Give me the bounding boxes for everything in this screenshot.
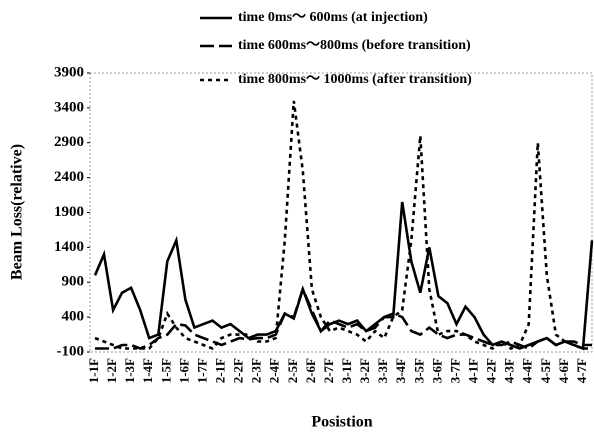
y-tick-label: 1400 — [54, 239, 84, 255]
series-line — [95, 285, 592, 350]
x-tick-label: 2-2F — [231, 358, 246, 383]
x-tick-label: 3-7F — [447, 358, 462, 383]
x-axis-label: Posistion — [311, 414, 372, 431]
x-tick-label: 1-7F — [194, 358, 209, 383]
y-tick-label: 3900 — [54, 64, 84, 80]
x-tick-label: 1-1F — [86, 358, 101, 383]
legend-label: time 0ms～ 600ms (at injection) — [238, 10, 428, 25]
x-tick-label: 3-3F — [375, 358, 390, 383]
x-tick-label: 2-3F — [249, 358, 264, 383]
x-tick-label: 4-7F — [574, 358, 589, 383]
y-tick-label: 3400 — [54, 99, 84, 115]
plot-frame — [89, 72, 593, 353]
x-tick-label: 4-3F — [502, 358, 517, 383]
x-tick-label: 3-6F — [429, 358, 444, 383]
legend-label: time 800ms～ 1000ms (after transition) — [238, 72, 472, 87]
y-axis-label: Beam Loss(relative) — [9, 144, 26, 280]
y-tick-label: 2900 — [54, 134, 84, 150]
y-tick-label: 400 — [62, 309, 85, 325]
x-tick-label: 1-2F — [104, 358, 119, 383]
x-tick-label: 3-2F — [357, 358, 372, 383]
x-tick-label: 1-3F — [122, 358, 137, 383]
x-tick-label: 2-4F — [267, 358, 282, 383]
x-tick-label: 1-4F — [140, 358, 155, 383]
x-tick-label: 1-5F — [158, 358, 173, 383]
x-tick-label: 3-1F — [339, 358, 354, 383]
series-line — [94, 100, 592, 351]
x-tick-label: 4-4F — [520, 358, 535, 383]
x-tick-label: 2-1F — [212, 358, 227, 383]
x-tick-label: 2-6F — [303, 358, 318, 383]
y-tick-label: -100 — [57, 343, 85, 359]
x-tick-label: 1-6F — [176, 358, 191, 383]
x-tick-label: 4-6F — [556, 358, 571, 383]
x-tick-label: 2-5F — [285, 358, 300, 383]
x-tick-label: 4-2F — [484, 358, 499, 383]
x-tick-label: 3-4F — [393, 358, 408, 383]
y-tick-label: 1900 — [54, 204, 84, 220]
x-tick-label: 4-5F — [538, 358, 553, 383]
legend-label: time 600ms～800ms (before transition) — [238, 38, 471, 53]
x-tick-label: 3-5F — [411, 358, 426, 383]
x-tick-label: 2-7F — [321, 358, 336, 383]
x-tick-label: 4-1F — [466, 358, 481, 383]
y-tick-label: 2400 — [54, 169, 84, 185]
series-line — [93, 201, 594, 351]
y-tick-label: 900 — [62, 274, 85, 290]
